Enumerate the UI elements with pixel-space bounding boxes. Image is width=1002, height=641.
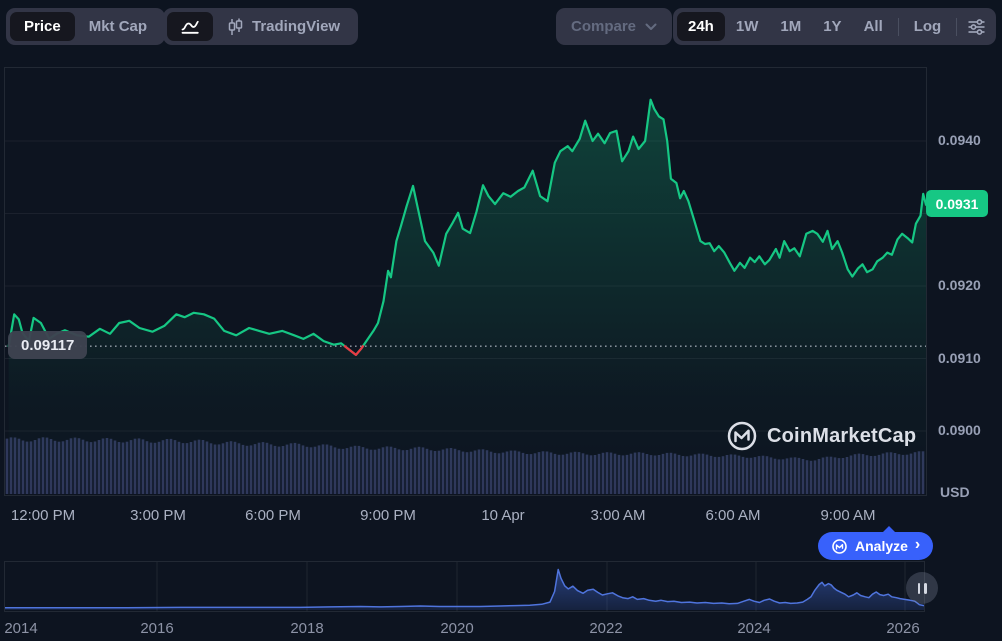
analyze-label: Analyze bbox=[855, 538, 908, 554]
range-button-all[interactable]: All bbox=[853, 12, 894, 41]
range-selector-area bbox=[5, 569, 924, 610]
range-handle[interactable] bbox=[906, 572, 938, 604]
range-button-1w[interactable]: 1W bbox=[725, 12, 770, 41]
range-button-24h[interactable]: 24h bbox=[677, 12, 725, 41]
year-label: 2016 bbox=[140, 620, 174, 637]
chevron-down-icon bbox=[645, 23, 657, 31]
y-axis-label: 0.0920 bbox=[938, 277, 981, 293]
year-label: 2014 bbox=[4, 620, 38, 637]
drag-handle-icon bbox=[924, 582, 927, 594]
line-chart-icon bbox=[180, 19, 200, 35]
y-axis-label: 0.0940 bbox=[938, 132, 981, 148]
price-chart[interactable] bbox=[4, 67, 928, 496]
line-chart-style-button[interactable] bbox=[167, 12, 213, 41]
price-area bbox=[8, 99, 926, 494]
price-toggle-button[interactable]: Price bbox=[10, 12, 75, 41]
price-chart-svg[interactable] bbox=[5, 68, 928, 495]
range-group: 24h 1W 1M 1Y All Log bbox=[673, 8, 997, 45]
x-axis-label: 9:00 PM bbox=[360, 507, 416, 524]
tradingview-button[interactable]: TradingView bbox=[213, 12, 354, 41]
range-button-1m[interactable]: 1M bbox=[769, 12, 812, 41]
range-selector-svg[interactable] bbox=[5, 562, 925, 611]
compare-label: Compare bbox=[571, 18, 637, 35]
year-label: 2024 bbox=[737, 620, 771, 637]
price-line bbox=[7, 98, 928, 356]
log-scale-button[interactable]: Log bbox=[903, 12, 953, 41]
mktcap-toggle-button[interactable]: Mkt Cap bbox=[75, 12, 161, 41]
range-selector-chart[interactable] bbox=[4, 561, 925, 612]
drag-handle-icon bbox=[917, 582, 920, 594]
sliders-icon bbox=[967, 18, 986, 35]
year-label: 2018 bbox=[290, 620, 324, 637]
y-axis-label: 0.0910 bbox=[938, 349, 981, 366]
range-buttons: 24h 1W 1M 1Y All bbox=[677, 12, 894, 41]
price-line-below-baseline bbox=[343, 345, 364, 356]
y-axis-label: 0.0900 bbox=[938, 422, 981, 438]
analyze-button[interactable]: Analyze › bbox=[818, 526, 934, 560]
analyze-chevron-icon: › bbox=[914, 536, 921, 553]
chart-settings-button[interactable] bbox=[961, 12, 992, 41]
x-axis-label: 10 Apr bbox=[481, 507, 525, 524]
x-axis-label: 6:00 AM bbox=[705, 507, 761, 524]
baseline-price-badge: 0.09117 bbox=[8, 331, 88, 360]
range-selector-line bbox=[5, 568, 925, 609]
x-axis-label: 12:00 PM bbox=[10, 507, 76, 524]
price-mktcap-toggle: Price Mkt Cap bbox=[6, 8, 166, 45]
analyze-icon bbox=[831, 538, 848, 555]
compare-button[interactable]: Compare bbox=[556, 8, 673, 45]
divider bbox=[956, 17, 958, 36]
analyze-pointer bbox=[882, 526, 896, 533]
year-label: 2022 bbox=[589, 620, 623, 637]
x-axis-label: 3:00 AM bbox=[590, 507, 646, 524]
x-axis-label: 3:00 PM bbox=[130, 507, 186, 524]
year-label: 2026 bbox=[886, 620, 920, 637]
x-axis-label: 6:00 PM bbox=[245, 507, 301, 524]
chart-style-group: TradingView bbox=[163, 8, 359, 45]
x-axis-label: 9:00 AM bbox=[820, 507, 876, 524]
usd-unit-label: USD bbox=[940, 484, 970, 500]
range-button-1y[interactable]: 1Y bbox=[812, 12, 852, 41]
tradingview-label: TradingView bbox=[252, 18, 341, 35]
current-price-badge: 0.0931 bbox=[926, 190, 988, 218]
year-label: 2020 bbox=[440, 620, 474, 637]
candlestick-icon bbox=[227, 18, 244, 36]
divider bbox=[897, 17, 899, 36]
